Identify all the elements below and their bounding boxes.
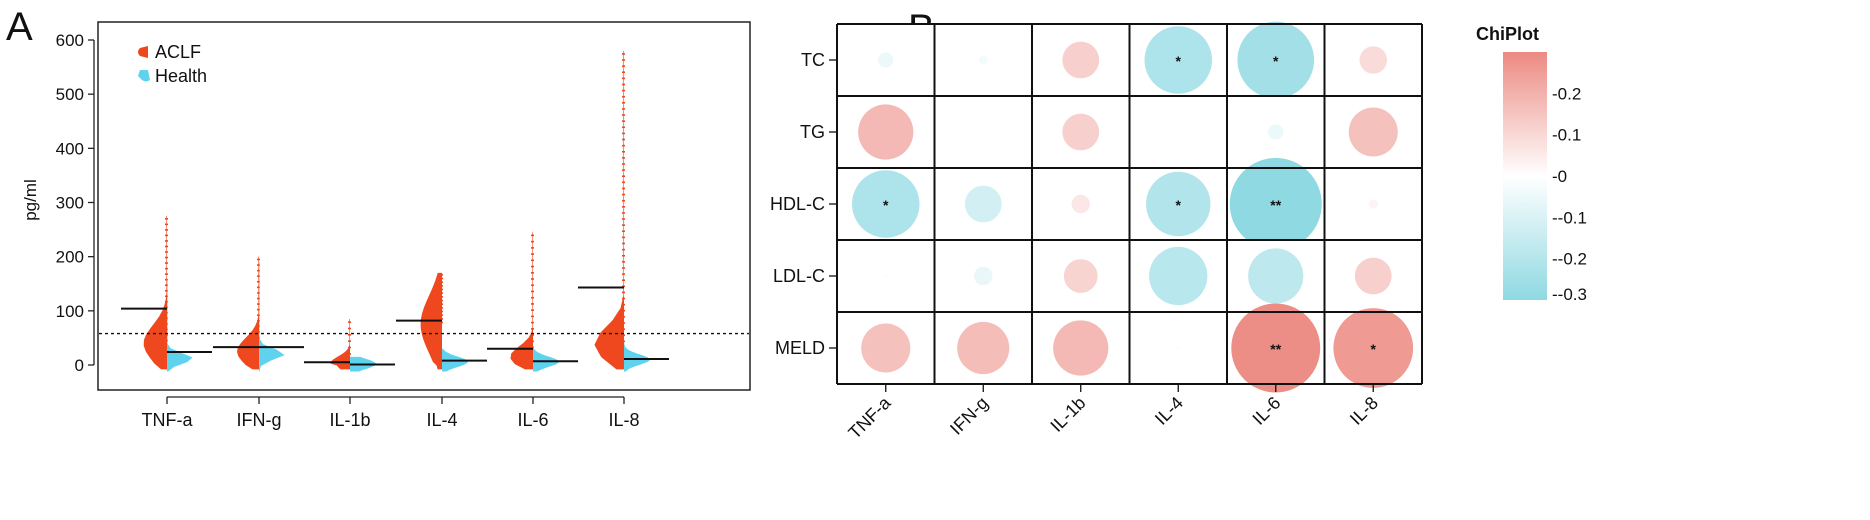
circle-HDL-C-IL-4	[1146, 171, 1211, 237]
y-tick-label-5: 500	[56, 85, 84, 104]
row-label-4: MELD	[775, 338, 825, 358]
violin-bodies	[121, 50, 669, 372]
panel-a-label: A	[6, 5, 33, 49]
x-tick-label-5: IL-8	[608, 410, 639, 430]
colorbar-tick-label-1: -0.1	[1552, 126, 1581, 145]
circle-TG-IFN-g	[982, 131, 984, 133]
circle-TG-IL-8	[1348, 107, 1398, 157]
sig-TC-IL-4: *	[1176, 53, 1182, 69]
colorbar-tick-label-4: --0.2	[1552, 250, 1587, 269]
sig-MELD-IL-6: **	[1270, 341, 1281, 357]
circle-LDL-C-TNF-a	[884, 274, 888, 278]
circle-TC-IL-6	[1237, 21, 1315, 99]
circle-HDL-C-IL-1b	[1071, 194, 1090, 214]
circle-MELD-IL-4	[1176, 346, 1180, 350]
sig-TC-IL-6: *	[1273, 53, 1279, 69]
circle-LDL-C-IL-6	[1248, 248, 1304, 304]
row-label-3: LDL-C	[773, 266, 825, 286]
y-tick-label-6: 600	[56, 31, 84, 50]
colorbar-tick-label-5: --0.3	[1552, 285, 1587, 304]
col-label-5: IL-8	[1346, 393, 1382, 429]
col-label-0: TNF-a	[844, 392, 895, 443]
x-axis: TNF-a IFN-g IL-1b IL-4 IL-6 IL-8	[142, 396, 640, 430]
x-tick-label-3: IL-4	[426, 410, 457, 430]
colorbar-tick-label-3: --0.1	[1552, 208, 1587, 227]
circle-LDL-C-IL-4	[1149, 246, 1208, 306]
col-label-2: IL-1b	[1046, 393, 1089, 436]
circle-MELD-TNF-a	[861, 323, 911, 373]
violin-chart: 0 100 200 300 400 500 600 pg/ml TNF-a IFN-g IL-1…	[21, 21, 751, 430]
colorbar-title: ChiPlot	[1476, 24, 1539, 44]
circle-LDL-C-IL-8	[1354, 257, 1392, 295]
circle-HDL-C-TNF-a	[852, 170, 920, 238]
violin-aclf-IFN-g	[237, 256, 259, 370]
circle-MELD-IL-6	[1231, 303, 1321, 393]
violin-health-IL-8	[624, 343, 650, 372]
circle-TC-IL-4	[1144, 26, 1212, 94]
circle-TC-TNF-a	[878, 52, 894, 68]
x-tick-label-0: TNF-a	[142, 410, 194, 430]
circle-TG-IL-4	[1177, 131, 1179, 133]
y-axis-title: pg/ml	[21, 179, 40, 221]
circle-TG-TNF-a	[858, 104, 914, 160]
violin-health-TNF-a	[167, 278, 193, 372]
row-label-2: HDL-C	[770, 194, 825, 214]
circle-HDL-C-IL-8	[1368, 199, 1378, 209]
violin-aclf-IL-1b	[330, 318, 350, 370]
x-tick-label-4: IL-6	[517, 410, 548, 430]
column-labels: TNF-a IFN-g IL-1b IL-4 IL-6 IL-8	[844, 384, 1382, 443]
violin-aclf-IL-8	[594, 50, 624, 370]
circle-HDL-C-IFN-g	[964, 185, 1002, 223]
plot-frame	[97, 21, 751, 391]
row-label-1: TG	[800, 122, 825, 142]
circle-LDL-C-IL-1b	[1063, 259, 1098, 293]
row-labels: TC TG HDL-C LDL-C MELD	[770, 50, 837, 358]
sig-MELD-IL-8: *	[1371, 341, 1377, 357]
circle-TG-IL-6	[1268, 124, 1284, 140]
circle-MELD-IL-8	[1333, 308, 1414, 388]
y-tick-label-1: 100	[56, 302, 84, 321]
violin-aclf-TNF-a	[143, 216, 167, 370]
y-tick-label-2: 200	[56, 248, 84, 267]
circle-TC-IL-8	[1359, 46, 1388, 74]
circle-TC-IFN-g	[978, 55, 988, 65]
circle-MELD-IFN-g	[957, 321, 1010, 375]
heatmap-cells: * ** * **** *	[836, 21, 1423, 393]
colorbar-tick-label-2: -0	[1552, 167, 1567, 186]
colorbar-tick-label-0: -0.2	[1552, 84, 1581, 103]
legend-label-aclf: ACLF	[155, 42, 201, 62]
sig-HDL-C-IL-6: **	[1270, 197, 1281, 213]
legend: ACLF Health	[138, 42, 207, 86]
violin-aclf-IL-6	[510, 232, 533, 370]
y-tick-label-3: 300	[56, 194, 84, 213]
circle-HDL-C-IL-6	[1229, 158, 1322, 250]
legend-swatch-health	[138, 70, 150, 82]
circle-LDL-C-IFN-g	[974, 266, 993, 286]
row-label-0: TC	[801, 50, 825, 70]
x-tick-label-1: IFN-g	[237, 410, 282, 430]
legend-swatch-aclf	[138, 46, 148, 58]
violin-health-IL-6	[533, 346, 559, 372]
sig-HDL-C-TNF-a: *	[883, 197, 889, 213]
colorbar-gradient	[1503, 52, 1547, 300]
col-label-3: IL-4	[1151, 393, 1187, 429]
x-tick-label-2: IL-1b	[329, 410, 370, 430]
colorbar: ChiPlot -0.2 -0.1 -0 --0.1 --0.2 --0.3	[1476, 24, 1587, 304]
y-axis: 0 100 200 300 400 500 600	[56, 31, 95, 375]
circle-MELD-IL-1b	[1053, 320, 1109, 376]
violin-health-IFN-g	[259, 262, 285, 372]
col-label-1: IFN-g	[946, 393, 992, 439]
legend-label-health: Health	[155, 66, 207, 86]
circle-TC-IL-1b	[1062, 41, 1100, 79]
circle-TG-IL-1b	[1062, 113, 1100, 151]
col-label-4: IL-6	[1248, 393, 1284, 429]
sig-HDL-C-IL-4: *	[1176, 197, 1182, 213]
y-tick-label-0: 0	[75, 356, 84, 375]
y-tick-label-4: 400	[56, 139, 84, 158]
